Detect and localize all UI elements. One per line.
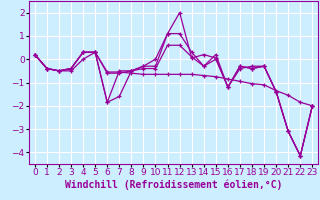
X-axis label: Windchill (Refroidissement éolien,°C): Windchill (Refroidissement éolien,°C) bbox=[65, 180, 282, 190]
